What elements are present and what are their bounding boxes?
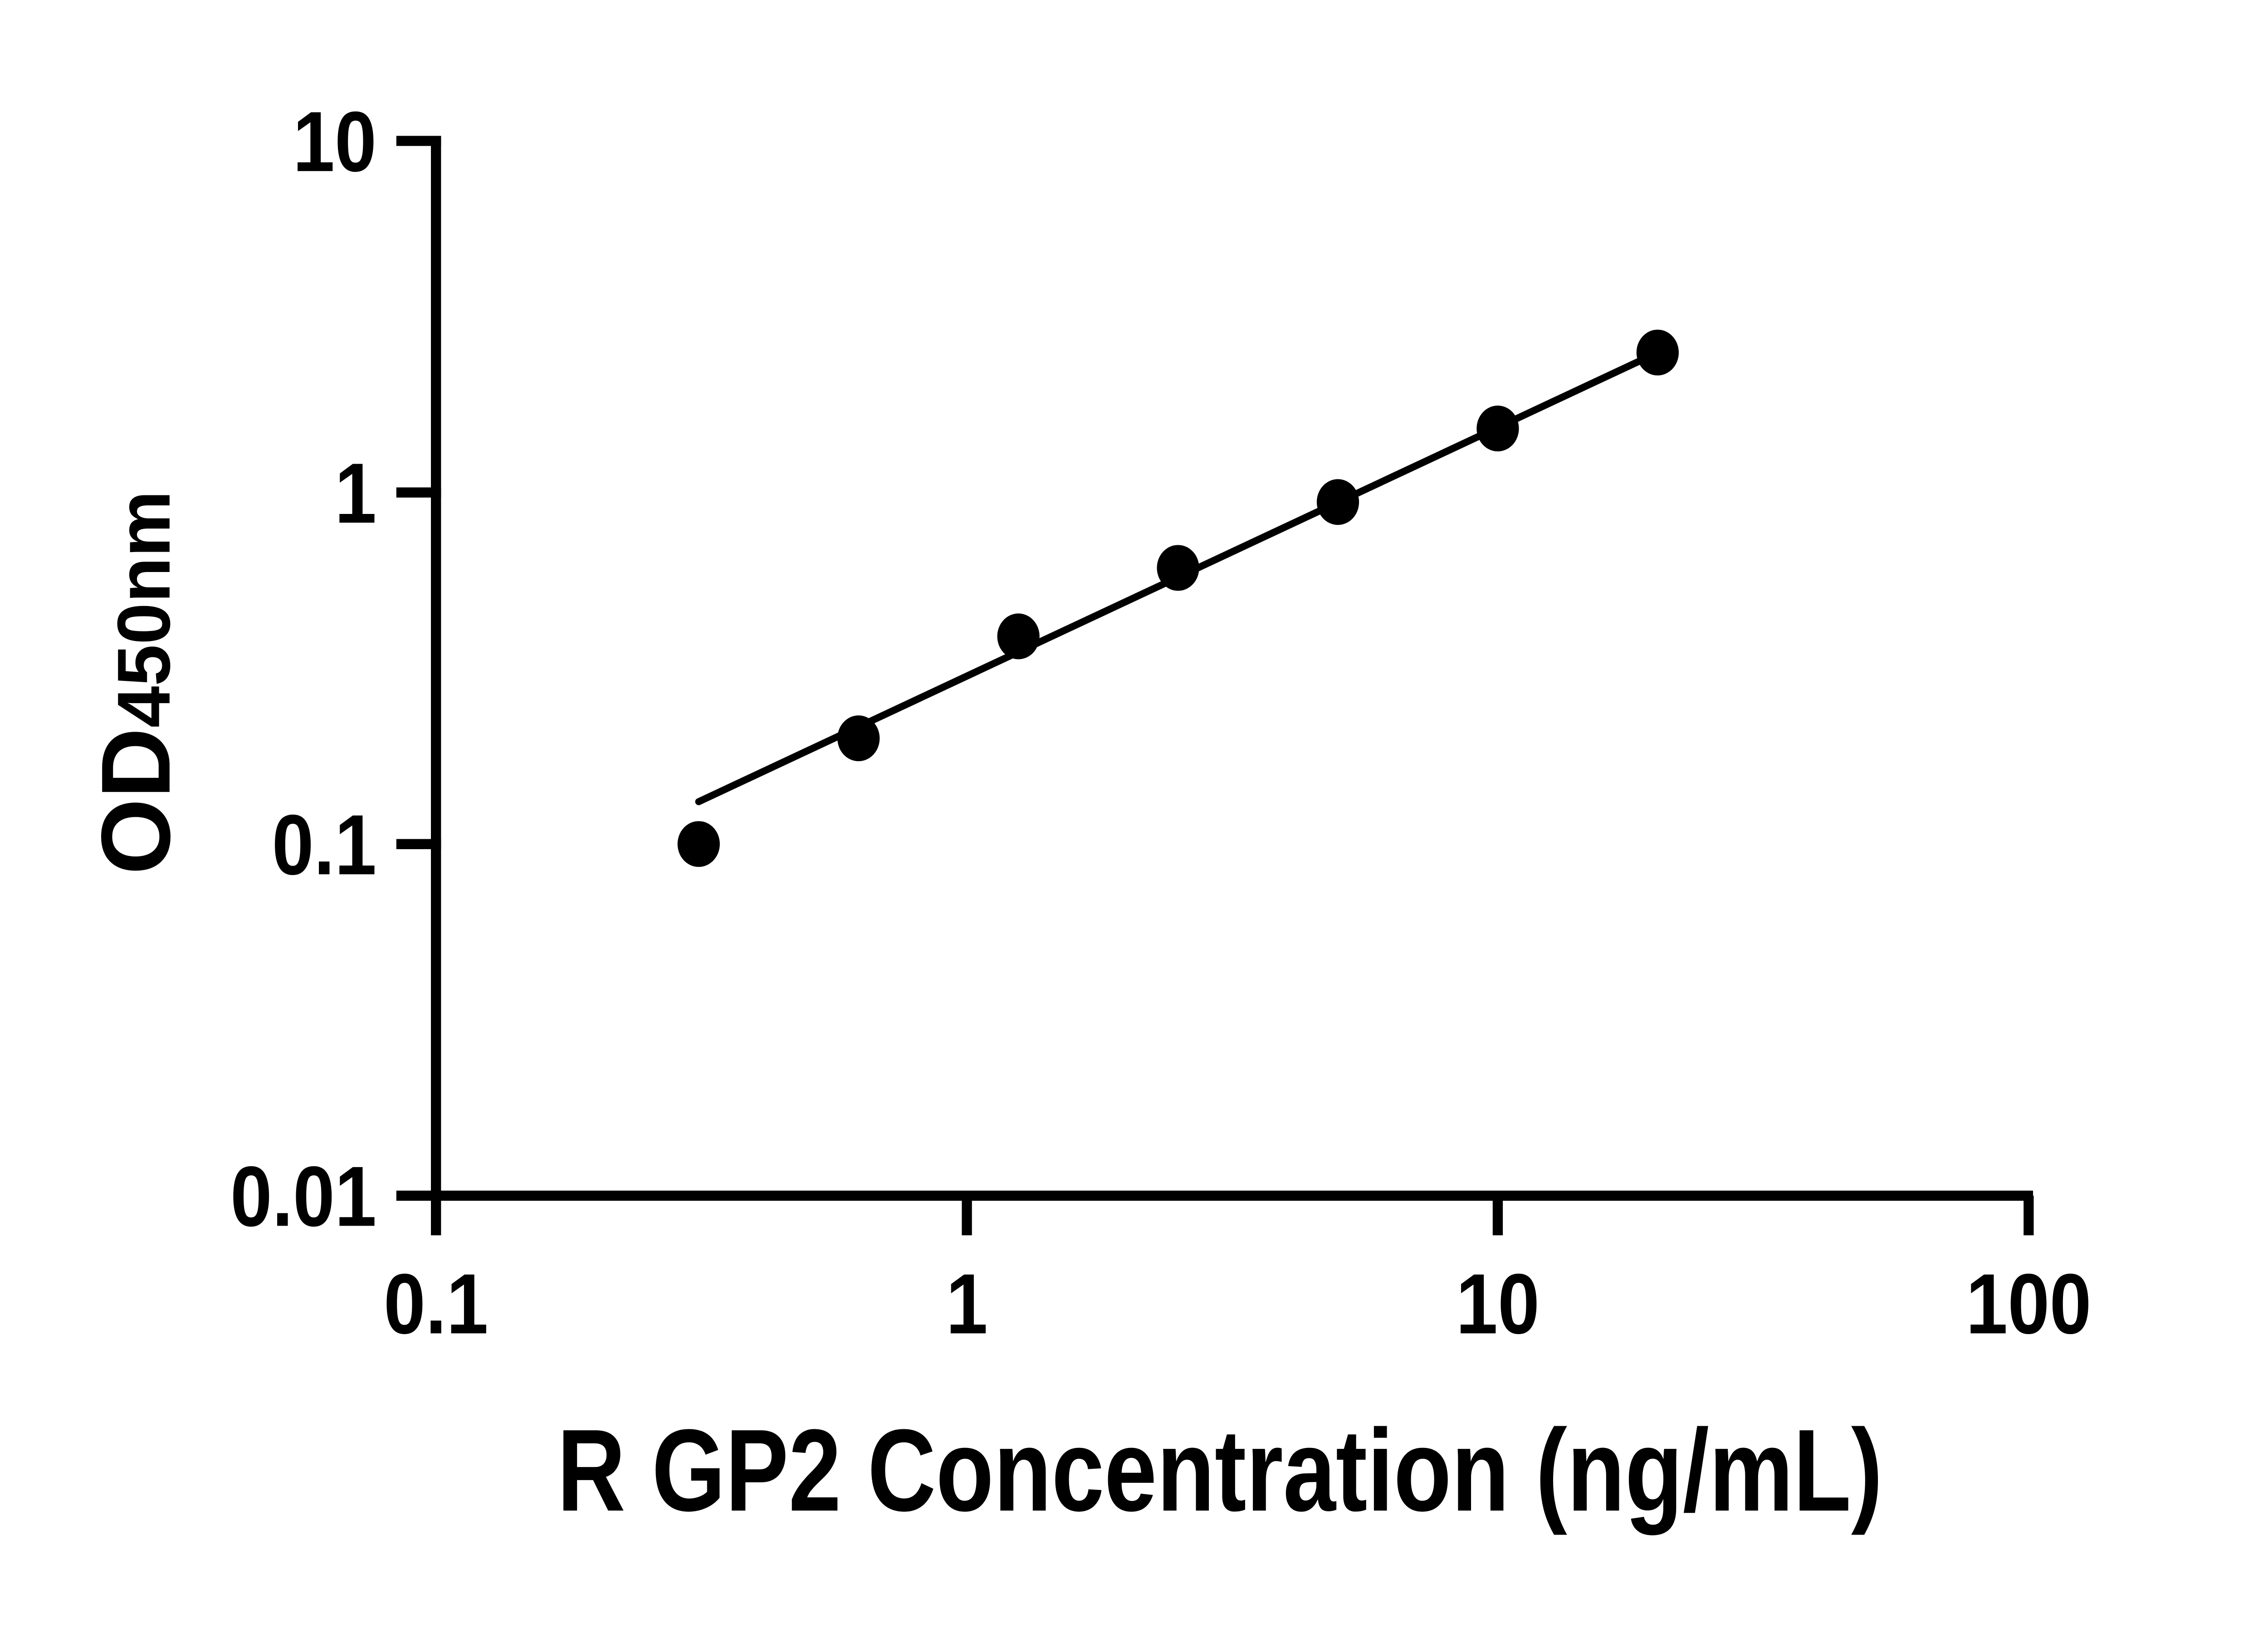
data-point xyxy=(837,715,880,762)
data-point xyxy=(1476,406,1519,452)
x-axis-ticks xyxy=(431,1195,2034,1236)
y-tick-label: 10 xyxy=(293,94,376,189)
data-point xyxy=(1157,545,1199,591)
x-tick-label: 10 xyxy=(1456,1256,1540,1351)
data-point xyxy=(1636,329,1679,376)
x-tick-label: 100 xyxy=(1966,1256,2092,1351)
y-axis-title-subscript: 450nm xyxy=(102,490,186,728)
data-point xyxy=(677,821,720,867)
data-points xyxy=(677,329,1679,867)
x-axis-tick-labels: 0.1 1 10 100 xyxy=(384,1256,2092,1351)
x-tick-label: 0.1 xyxy=(384,1256,489,1351)
y-tick-label: 1 xyxy=(335,445,376,541)
data-point xyxy=(1316,479,1359,525)
y-tick-label: 0.1 xyxy=(272,797,377,892)
y-axis-title: OD450nm xyxy=(81,490,191,875)
y-axis-tick-labels: 0.01 0.1 1 10 xyxy=(230,94,376,1244)
data-point xyxy=(997,613,1040,660)
plot-area xyxy=(677,329,1679,867)
y-axis-title-base: OD xyxy=(81,728,191,875)
y-axis-ticks xyxy=(396,136,441,1201)
x-tick-label: 1 xyxy=(946,1256,987,1351)
y-tick-label: 0.01 xyxy=(230,1149,376,1244)
x-axis-title: R GP2 Concentration (ng/mL) xyxy=(557,1405,1882,1536)
